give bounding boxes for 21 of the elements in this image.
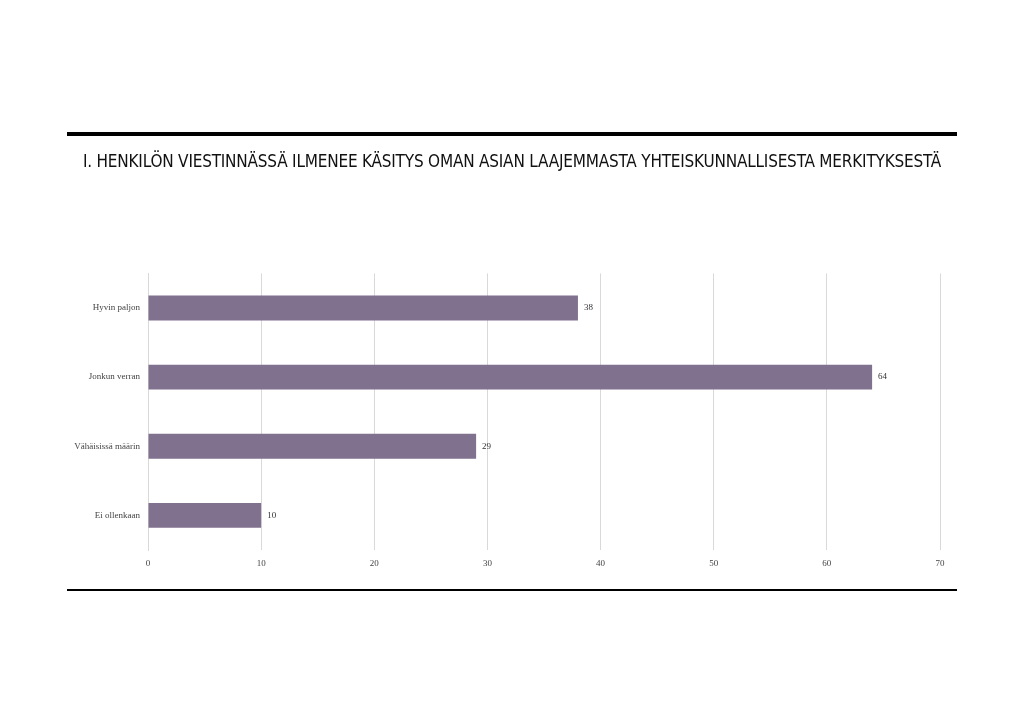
data-label: 10: [267, 509, 277, 520]
chart-title: I. HENKILÖN VIESTINNÄSSÄ ILMENEE KÄSITYS OMAN ASIAN LAAJEMMASTA YHTEISKUNNALLISESTA MERKITYKSESTÄ: [81, 150, 943, 173]
x-tick-label: 40: [596, 557, 606, 568]
x-tick-label: 30: [482, 557, 493, 568]
y-tick-label: Ei ollenkaan: [94, 509, 141, 520]
x-tick-label: 50: [709, 557, 719, 568]
y-tick-label: Hyvin paljon: [92, 302, 141, 313]
x-tick-label: 10: [256, 557, 267, 568]
data-label: 29: [482, 440, 492, 451]
bar: [148, 433, 477, 459]
y-tick-label: Vähäisissä määrin: [74, 440, 141, 451]
x-tick-label: 60: [822, 557, 832, 568]
bar: [148, 295, 578, 321]
x-tick-label: 20: [369, 557, 380, 568]
bar: [148, 364, 873, 390]
x-tick-label: 0: [145, 557, 151, 568]
y-tick-label: Jonkun verran: [88, 371, 141, 382]
data-label: 38: [583, 302, 594, 313]
bar: [148, 502, 262, 528]
x-tick-label: 70: [935, 557, 945, 568]
data-label: 64: [878, 371, 888, 382]
